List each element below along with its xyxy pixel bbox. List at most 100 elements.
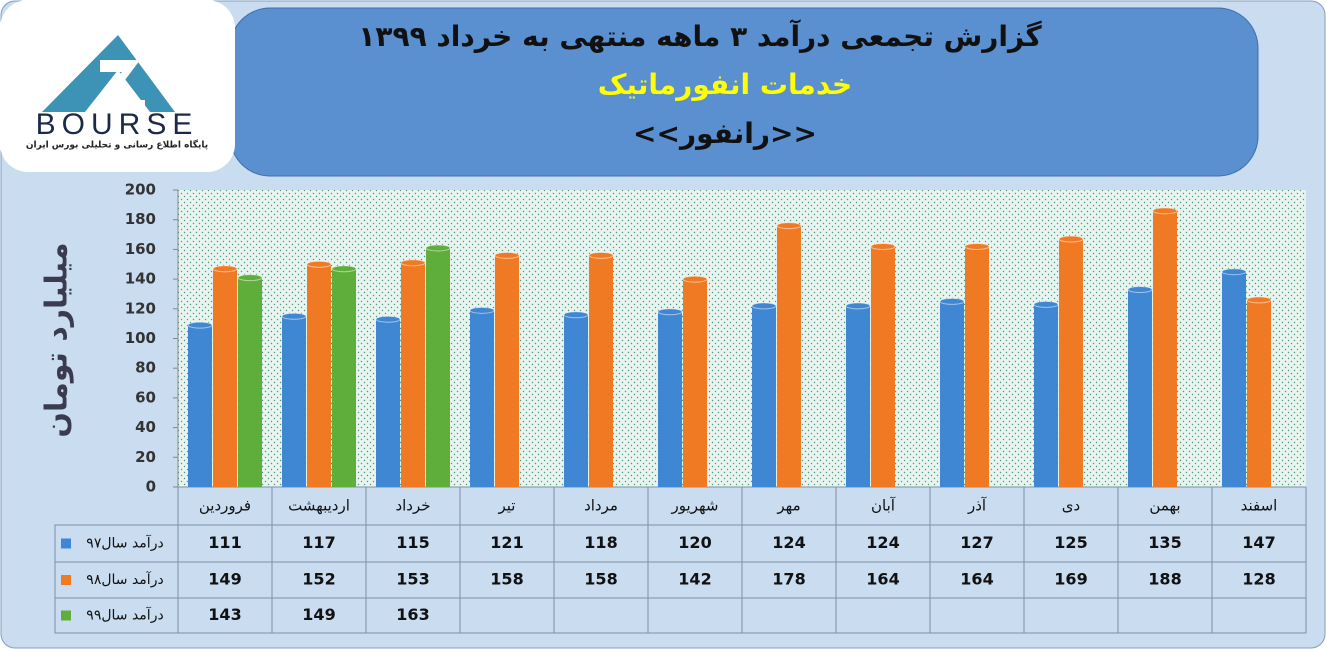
bar-top [845, 302, 871, 310]
bar [871, 246, 895, 487]
bar-top [400, 259, 426, 267]
bar-top [306, 260, 332, 268]
x-tick-label: فروردین [199, 497, 251, 515]
legend-swatch [61, 575, 71, 585]
bar [1247, 299, 1271, 487]
bar [238, 277, 262, 487]
bar-top [776, 222, 802, 230]
bar-top [494, 251, 520, 259]
table-value: 142 [678, 570, 711, 589]
bar [426, 247, 450, 487]
bar [1222, 271, 1246, 487]
logo-tagline: پایگاه اطلاع رسانی و تحلیلی بورس ایران [26, 139, 208, 151]
x-tick-label: دی [1062, 497, 1080, 515]
chart-subtitle: خدمات انفورماتیک [598, 68, 853, 101]
x-tick-label: شهریور [671, 497, 719, 515]
bar-top [1127, 286, 1153, 294]
x-tick-label: مرداد [584, 497, 618, 515]
bar-top [751, 302, 777, 310]
bar [307, 264, 331, 487]
table-value: 125 [1054, 533, 1087, 552]
bar-top [1152, 207, 1178, 215]
y-tick-label: 140 [125, 270, 156, 288]
table-value: 124 [772, 533, 805, 552]
bar [188, 325, 212, 487]
x-tick-label: خرداد [395, 497, 430, 515]
legend-swatch [61, 610, 71, 621]
bar-top [212, 265, 238, 273]
bar-top [1246, 296, 1272, 304]
x-tick-label: تیر [498, 497, 516, 515]
legend-swatch [61, 538, 71, 549]
legend-label: درآمد سال۹۷ [86, 535, 163, 552]
bar [846, 305, 870, 487]
y-tick-label: 40 [135, 418, 156, 436]
table-value: 118 [584, 533, 617, 552]
symbol: <<رانفور>> [633, 117, 817, 150]
bar-top [1058, 235, 1084, 243]
table-value: 178 [772, 570, 805, 589]
table-value: 163 [396, 605, 429, 624]
bar [752, 305, 776, 487]
table-value: 158 [490, 570, 523, 589]
bar [1059, 239, 1083, 487]
bar [1128, 289, 1152, 487]
table-value: 149 [302, 605, 335, 624]
table-value: 120 [678, 533, 711, 552]
table-value: 164 [960, 570, 993, 589]
table-value: 121 [490, 533, 523, 552]
bar-top [331, 265, 357, 273]
bar [589, 255, 613, 487]
legend-label: درآمد سال۹۸ [86, 571, 163, 588]
bar [332, 268, 356, 487]
x-tick-label: اردیبهشت [288, 497, 350, 515]
x-tick-label: آذر [967, 497, 987, 515]
table-value: 147 [1242, 533, 1275, 552]
bar-top [1033, 300, 1059, 308]
y-tick-label: 80 [135, 359, 156, 377]
bar-top [281, 312, 307, 320]
bar-top [870, 242, 896, 250]
x-tick-label: اسفند [1241, 497, 1278, 515]
y-axis-label: میلیارد تومان [40, 242, 75, 437]
bar-top [237, 274, 263, 282]
x-tick-label: بهمن [1149, 497, 1180, 515]
y-tick-label: 60 [135, 388, 156, 406]
table-value: 111 [208, 533, 241, 552]
table-value: 152 [302, 570, 335, 589]
table-value: 135 [1148, 533, 1181, 552]
table-value: 124 [866, 533, 899, 552]
bar-top [563, 311, 589, 319]
bar-top [469, 306, 495, 314]
table-value: 158 [584, 570, 617, 589]
table-value: 169 [1054, 570, 1087, 589]
bar [940, 301, 964, 487]
y-tick-label: 180 [125, 210, 156, 228]
bar-top [375, 315, 401, 323]
bar-top [187, 321, 213, 329]
chart-title: گزارش تجمعی درآمد ۳ ماهه منتهی به خرداد … [358, 19, 1042, 53]
bar [658, 311, 682, 487]
bar [1153, 210, 1177, 487]
bar [495, 255, 519, 487]
y-tick-label: 160 [125, 240, 156, 258]
table-value: 115 [396, 533, 429, 552]
bar-top [964, 242, 990, 250]
logo: BOURSE پایگاه اطلاع رسانی و تحلیلی بورس … [0, 0, 235, 172]
bar [376, 319, 400, 487]
bar [1034, 304, 1058, 487]
legend-label: درآمد سال۹۹ [86, 607, 163, 624]
x-tick-label: مهر [776, 497, 800, 515]
bar-top [682, 275, 708, 283]
table-value: 143 [208, 605, 241, 624]
bar [470, 310, 494, 487]
y-tick-label: 200 [125, 181, 156, 199]
y-tick-label: 0 [146, 478, 156, 496]
table-value: 127 [960, 533, 993, 552]
bar-top [939, 297, 965, 305]
bar-top [1221, 268, 1247, 276]
bar [213, 268, 237, 487]
plot-area [178, 190, 1306, 487]
table-value: 128 [1242, 570, 1275, 589]
